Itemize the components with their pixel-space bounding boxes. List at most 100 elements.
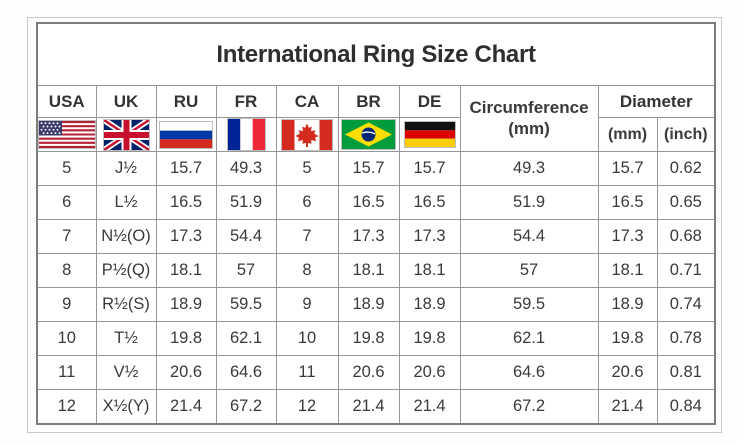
column-header-circumference: Circumference (mm): [459, 85, 599, 152]
cell-usa: 7: [36, 219, 97, 254]
cell-diameter_mm: 16.5: [597, 185, 658, 220]
cell-ca: 12: [275, 389, 339, 425]
cell-ru: 21.4: [155, 389, 217, 425]
france-flag-cell: [215, 117, 277, 152]
cell-fr: 54.4: [215, 219, 277, 254]
cell-diameter_mm: 19.8: [597, 321, 658, 356]
cell-ru: 20.6: [155, 355, 217, 390]
column-header-usa: USA: [36, 85, 97, 118]
cell-circumference_mm: 62.1: [459, 321, 599, 356]
column-header-de: DE: [398, 85, 461, 118]
ring-size-table: International Ring Size Chart USA UK RU …: [36, 22, 717, 425]
column-header-fr: FR: [215, 85, 277, 118]
column-header-ru: RU: [155, 85, 217, 118]
cell-br: 15.7: [337, 151, 400, 186]
cell-diameter_inch: 0.65: [656, 185, 716, 220]
cell-fr: 67.2: [215, 389, 277, 425]
cell-fr: 49.3: [215, 151, 277, 186]
canada-flag-cell: [275, 117, 339, 152]
cell-diameter_inch: 0.78: [656, 321, 716, 356]
cell-diameter_mm: 21.4: [597, 389, 658, 425]
uk-flag-cell: [95, 117, 157, 152]
chart-title-cell: International Ring Size Chart: [36, 22, 716, 86]
cell-ca: 11: [275, 355, 339, 390]
cell-de: 18.1: [398, 253, 461, 288]
cell-diameter_inch: 0.68: [656, 219, 716, 254]
cell-diameter_mm: 20.6: [597, 355, 658, 390]
brazil-flag-cell: [337, 117, 400, 152]
title-row: International Ring Size Chart: [36, 22, 716, 86]
cell-fr: 57: [215, 253, 277, 288]
cell-ca: 7: [275, 219, 339, 254]
france-flag-icon: [227, 119, 265, 150]
usa-flag-cell: [36, 117, 97, 152]
russia-flag-cell: [155, 117, 217, 152]
diameter-mm-header: (mm): [597, 117, 658, 152]
cell-de: 16.5: [398, 185, 461, 220]
cell-circumference_mm: 67.2: [459, 389, 599, 425]
canada-flag-icon: [282, 119, 332, 150]
cell-uk: J½: [95, 151, 157, 186]
cell-ca: 10: [275, 321, 339, 356]
cell-ca: 6: [275, 185, 339, 220]
germany-flag-icon: [404, 122, 455, 147]
diameter-inch-header: (inch): [656, 117, 716, 152]
cell-usa: 9: [36, 287, 97, 322]
table-body: 5 J½ 15.7 49.3 5 15.7 15.7 49.3 15.7 0.62 6 L½ 16.5 5…: [36, 151, 716, 425]
cell-ru: 19.8: [155, 321, 217, 356]
cell-de: 15.7: [398, 151, 461, 186]
cell-de: 20.6: [398, 355, 461, 390]
cell-usa: 6: [36, 185, 97, 220]
cell-usa: 12: [36, 389, 97, 425]
table-row: 12 X½(Y) 21.4 67.2 12 21.4 21.4 67.2 21.4 0.84: [36, 389, 716, 425]
circumference-unit: (mm): [508, 118, 550, 138]
circumference-label: Circumference: [469, 98, 589, 118]
cell-diameter_inch: 0.74: [656, 287, 716, 322]
cell-uk: N½(O): [95, 219, 157, 254]
cell-uk: T½: [95, 321, 157, 356]
column-header-br: BR: [337, 85, 400, 118]
cell-ru: 18.9: [155, 287, 217, 322]
cell-diameter_inch: 0.84: [656, 389, 716, 425]
cell-diameter_mm: 15.7: [597, 151, 658, 186]
table-row: 5 J½ 15.7 49.3 5 15.7 15.7 49.3 15.7 0.62: [36, 151, 716, 186]
table-row: 11 V½ 20.6 64.6 11 20.6 20.6 64.6 20.6 0.81: [36, 355, 716, 390]
usa-flag-icon: [38, 121, 95, 148]
cell-uk: P½(Q): [95, 253, 157, 288]
cell-br: 18.1: [337, 253, 400, 288]
table-row: 9 R½(S) 18.9 59.5 9 18.9 18.9 59.5 18.9 0.74: [36, 287, 716, 322]
brazil-flag-icon: [342, 120, 395, 149]
cell-fr: 51.9: [215, 185, 277, 220]
uk-flag-icon: [103, 119, 149, 150]
cell-br: 20.6: [337, 355, 400, 390]
table-row: 7 N½(O) 17.3 54.4 7 17.3 17.3 54.4 17.3 0.68: [36, 219, 716, 254]
cell-fr: 59.5: [215, 287, 277, 322]
cell-ru: 17.3: [155, 219, 217, 254]
country-label-row: USA UK RU FR CA BR DE Circumference (mm)…: [36, 85, 716, 152]
cell-uk: X½(Y): [95, 389, 157, 425]
chart-frame: International Ring Size Chart USA UK RU …: [27, 17, 722, 433]
column-header-ca: CA: [275, 85, 339, 118]
cell-br: 16.5: [337, 185, 400, 220]
cell-diameter_inch: 0.71: [656, 253, 716, 288]
cell-ru: 15.7: [155, 151, 217, 186]
cell-br: 19.8: [337, 321, 400, 356]
cell-br: 18.9: [337, 287, 400, 322]
russia-flag-icon: [160, 121, 212, 148]
cell-ca: 5: [275, 151, 339, 186]
cell-diameter_mm: 17.3: [597, 219, 658, 254]
cell-ru: 16.5: [155, 185, 217, 220]
cell-usa: 11: [36, 355, 97, 390]
cell-ca: 8: [275, 253, 339, 288]
cell-fr: 62.1: [215, 321, 277, 356]
cell-ca: 9: [275, 287, 339, 322]
table-row: 8 P½(Q) 18.1 57 8 18.1 18.1 57 18.1 0.71: [36, 253, 716, 288]
cell-circumference_mm: 64.6: [459, 355, 599, 390]
cell-usa: 8: [36, 253, 97, 288]
cell-de: 17.3: [398, 219, 461, 254]
cell-circumference_mm: 51.9: [459, 185, 599, 220]
table-row: 6 L½ 16.5 51.9 6 16.5 16.5 51.9 16.5 0.65: [36, 185, 716, 220]
cell-ru: 18.1: [155, 253, 217, 288]
chart-title: International Ring Size Chart: [216, 40, 536, 68]
flag-row: (mm) (inch): [36, 117, 716, 152]
